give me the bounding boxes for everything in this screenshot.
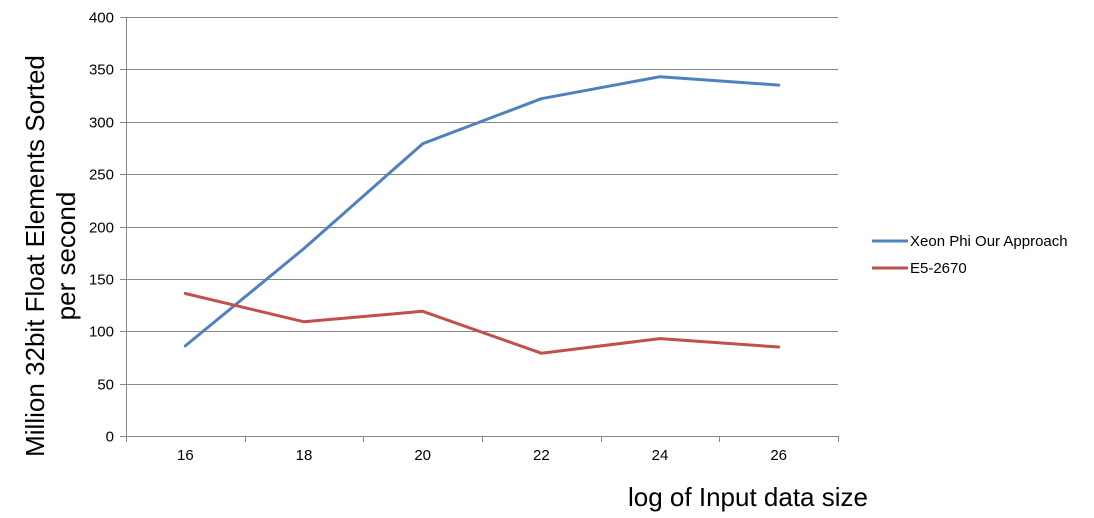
y-tick-label: 350 bbox=[89, 62, 114, 79]
legend-label: E5-2670 bbox=[910, 260, 967, 277]
y-axis-title-line1: Million 32bit Float Elements Sorted bbox=[20, 55, 50, 457]
x-tick-label: 22 bbox=[533, 447, 550, 464]
legend-label: Xeon Phi Our Approach bbox=[910, 233, 1068, 250]
x-axis-title: log of Input data size bbox=[628, 482, 868, 512]
axis-ticks bbox=[120, 17, 839, 442]
gridlines bbox=[126, 17, 838, 385]
x-tick-label: 24 bbox=[652, 447, 669, 464]
y-axis-title-line2: per second bbox=[51, 192, 81, 321]
x-tick-labels: 16 18 20 22 24 26 bbox=[177, 447, 787, 464]
series-line-2 bbox=[183, 292, 781, 355]
legend: Xeon Phi Our Approach E5-2670 bbox=[872, 233, 1068, 277]
x-tick-label: 16 bbox=[177, 447, 194, 464]
series-line-1 bbox=[183, 75, 781, 348]
y-tick-label: 0 bbox=[106, 429, 114, 446]
x-tick-label: 18 bbox=[296, 447, 313, 464]
series-lines bbox=[183, 75, 781, 355]
x-tick-label: 26 bbox=[770, 447, 787, 464]
y-tick-label: 200 bbox=[89, 220, 114, 237]
y-tick-label: 250 bbox=[89, 167, 114, 184]
x-tick-label: 20 bbox=[414, 447, 431, 464]
y-tick-label: 50 bbox=[97, 377, 114, 394]
y-tick-label: 150 bbox=[89, 272, 114, 289]
y-tick-label: 300 bbox=[89, 115, 114, 132]
y-tick-label: 400 bbox=[89, 10, 114, 27]
y-tick-labels: 0 50 100 150 200 250 300 350 400 bbox=[89, 10, 114, 446]
y-tick-label: 100 bbox=[89, 324, 114, 341]
